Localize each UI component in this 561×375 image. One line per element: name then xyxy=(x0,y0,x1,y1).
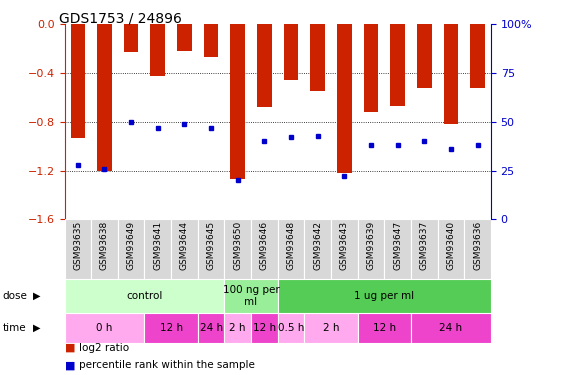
Text: log2 ratio: log2 ratio xyxy=(79,343,128,352)
Bar xyxy=(278,219,304,279)
Bar xyxy=(97,24,112,171)
Text: 12 h: 12 h xyxy=(159,323,183,333)
Text: GSM93643: GSM93643 xyxy=(340,221,349,270)
Text: time: time xyxy=(3,323,26,333)
Text: GSM93637: GSM93637 xyxy=(420,221,429,270)
Bar xyxy=(251,219,278,279)
Bar xyxy=(331,219,358,279)
Text: GSM93638: GSM93638 xyxy=(100,221,109,270)
Bar xyxy=(177,24,192,51)
Bar xyxy=(65,279,224,313)
Bar xyxy=(65,219,91,279)
Bar xyxy=(364,24,378,112)
Bar xyxy=(278,313,304,343)
Text: ■: ■ xyxy=(65,360,75,370)
Text: GSM93645: GSM93645 xyxy=(206,221,215,270)
Text: 0 h: 0 h xyxy=(96,323,113,333)
Bar xyxy=(358,219,384,279)
Text: GSM93642: GSM93642 xyxy=(313,221,322,270)
Bar xyxy=(231,24,245,179)
Bar xyxy=(197,313,224,343)
Text: 12 h: 12 h xyxy=(373,323,396,333)
Text: percentile rank within the sample: percentile rank within the sample xyxy=(79,360,255,370)
Bar xyxy=(71,24,85,138)
Text: GSM93648: GSM93648 xyxy=(287,221,296,270)
Bar xyxy=(411,219,438,279)
Text: GSM93650: GSM93650 xyxy=(233,221,242,270)
Bar xyxy=(197,219,224,279)
Bar xyxy=(284,24,298,81)
Text: 24 h: 24 h xyxy=(200,323,223,333)
Bar xyxy=(124,24,139,52)
Bar xyxy=(65,313,144,343)
Text: GSM93647: GSM93647 xyxy=(393,221,402,270)
Bar xyxy=(224,279,278,313)
Text: GSM93646: GSM93646 xyxy=(260,221,269,270)
Text: GSM93649: GSM93649 xyxy=(127,221,136,270)
Text: 1 ug per ml: 1 ug per ml xyxy=(354,291,415,301)
Text: 100 ng per
ml: 100 ng per ml xyxy=(223,285,279,307)
Bar xyxy=(224,219,251,279)
Bar xyxy=(251,313,278,343)
Text: ▶: ▶ xyxy=(33,323,40,333)
Text: control: control xyxy=(126,291,163,301)
Text: GSM93641: GSM93641 xyxy=(153,221,162,270)
Text: GDS1753 / 24896: GDS1753 / 24896 xyxy=(59,11,182,25)
Bar xyxy=(144,313,197,343)
Bar xyxy=(118,219,145,279)
Bar xyxy=(411,313,491,343)
Text: GSM93635: GSM93635 xyxy=(73,221,82,270)
Text: 12 h: 12 h xyxy=(253,323,276,333)
Bar xyxy=(358,313,411,343)
Bar xyxy=(465,219,491,279)
Text: ■: ■ xyxy=(65,343,75,352)
Bar xyxy=(444,24,458,124)
Bar xyxy=(390,24,405,106)
Bar xyxy=(304,219,331,279)
Text: 24 h: 24 h xyxy=(439,323,462,333)
Bar xyxy=(470,24,485,88)
Text: 0.5 h: 0.5 h xyxy=(278,323,304,333)
Text: dose: dose xyxy=(3,291,27,301)
Text: GSM93644: GSM93644 xyxy=(180,221,189,270)
Text: GSM93636: GSM93636 xyxy=(473,221,482,270)
Bar xyxy=(310,24,325,92)
Bar xyxy=(304,313,358,343)
Bar xyxy=(150,24,165,76)
Text: GSM93639: GSM93639 xyxy=(366,221,375,270)
Bar xyxy=(145,219,171,279)
Bar xyxy=(438,219,465,279)
Text: ▶: ▶ xyxy=(33,291,40,301)
Bar xyxy=(91,219,118,279)
Text: 2 h: 2 h xyxy=(323,323,339,333)
Bar xyxy=(224,313,251,343)
Text: GSM93640: GSM93640 xyxy=(447,221,456,270)
Bar xyxy=(257,24,272,107)
Bar xyxy=(337,24,352,173)
Text: 2 h: 2 h xyxy=(229,323,246,333)
Bar xyxy=(417,24,431,88)
Bar xyxy=(278,279,491,313)
Bar xyxy=(384,219,411,279)
Bar xyxy=(171,219,198,279)
Bar xyxy=(204,24,218,57)
